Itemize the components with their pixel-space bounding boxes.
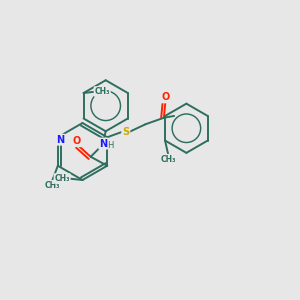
Text: CH₃: CH₃ — [45, 181, 60, 190]
Text: O: O — [161, 92, 169, 102]
Text: O: O — [73, 136, 81, 146]
Text: N: N — [99, 139, 107, 148]
Text: N: N — [56, 135, 64, 145]
Text: H: H — [107, 141, 113, 150]
Text: CH₃: CH₃ — [94, 87, 110, 96]
Text: CH₃: CH₃ — [54, 174, 70, 183]
Text: S: S — [122, 127, 129, 137]
Text: CH₃: CH₃ — [160, 154, 176, 164]
